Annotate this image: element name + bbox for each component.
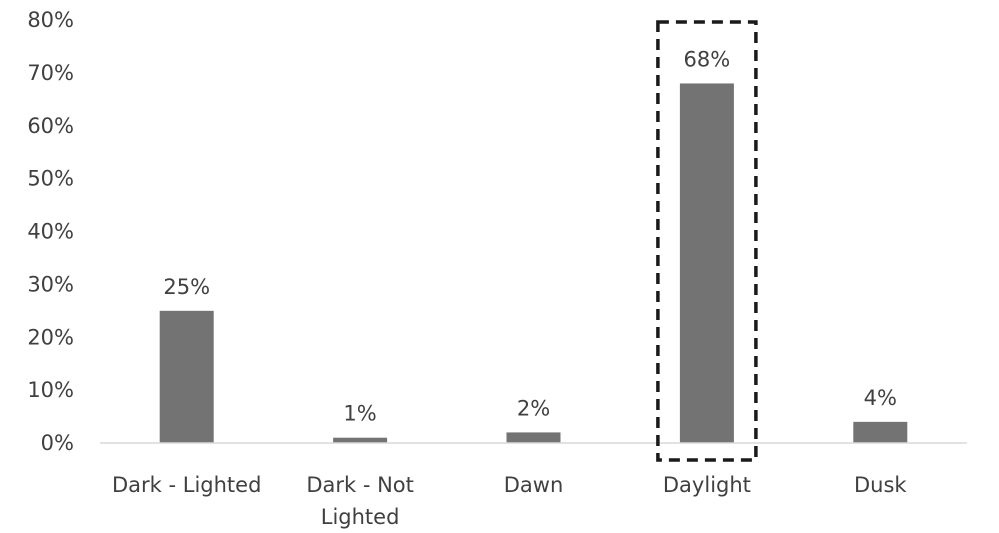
data-label: 25% (163, 275, 210, 299)
bar (333, 437, 388, 443)
bar (679, 83, 734, 443)
category-label-line: Dawn (504, 473, 564, 497)
y-tick-label: 40% (27, 220, 74, 244)
data-labels: 25% 1% 2% 68% 4% (163, 47, 897, 425)
category-label: Dark - Lighted (112, 473, 261, 497)
category-label: Dawn (504, 473, 564, 497)
y-tick-label: 50% (27, 167, 74, 191)
y-axis: 0% 10% 20% 30% 40% 50% 60% 70% 80% (27, 8, 74, 455)
y-tick-label: 0% (41, 431, 74, 455)
category-label-line: Dusk (854, 473, 907, 497)
highlight-box (656, 20, 758, 462)
bars (159, 83, 908, 443)
category-label-line: Lighted (321, 505, 400, 529)
data-label: 2% (517, 396, 550, 420)
y-tick-label: 10% (27, 378, 74, 402)
y-tick-label: 80% (27, 8, 74, 32)
bar (853, 421, 908, 443)
data-label: 68% (684, 47, 731, 71)
category-label: Daylight (663, 473, 751, 497)
y-tick-label: 20% (27, 325, 74, 349)
y-tick-label: 70% (27, 61, 74, 85)
category-label-line: Dark - Lighted (112, 473, 261, 497)
bar (506, 432, 561, 443)
y-tick-label: 30% (27, 272, 74, 296)
y-tick-label: 60% (27, 114, 74, 138)
bar (159, 310, 214, 443)
data-label: 4% (864, 386, 897, 410)
category-label-line: Daylight (663, 473, 751, 497)
category-label-line: Dark - Not (306, 473, 414, 497)
category-label: Dusk (854, 473, 907, 497)
data-label: 1% (343, 402, 376, 426)
category-label: Dark - Not Lighted (306, 473, 414, 529)
x-axis-labels: Dark - Lighted Dark - Not Lighted Dawn Dayli… (112, 473, 907, 529)
